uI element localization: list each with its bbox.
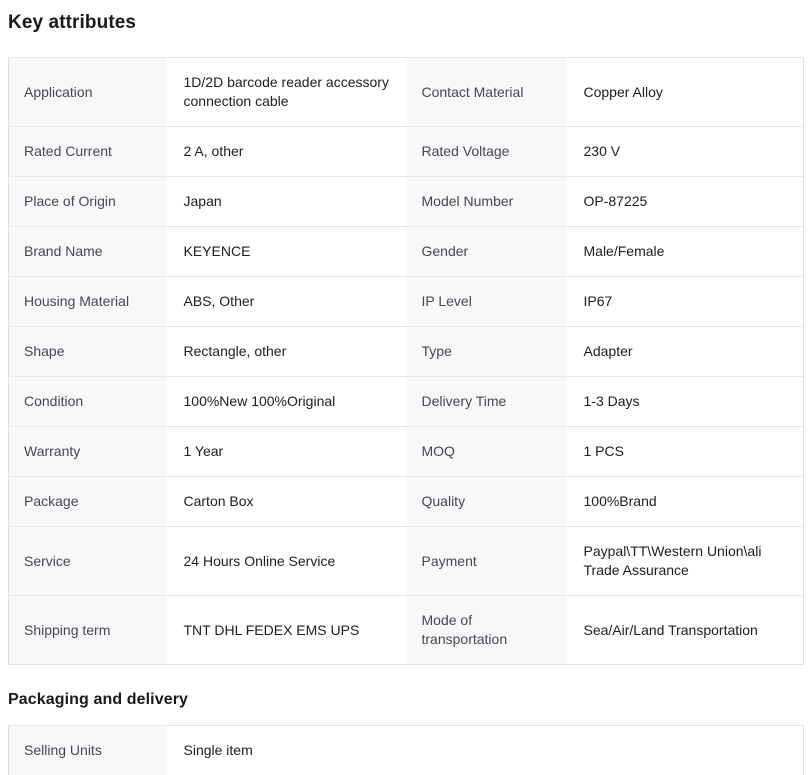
attr-value-brand-name: KEYENCE (166, 226, 407, 277)
attr-label-rated-voltage: Rated Voltage (406, 126, 567, 177)
attr-value-rated-current: 2 A, other (166, 126, 407, 177)
attr-label-contact-material: Contact Material (406, 57, 567, 127)
attr-value-package: Carton Box (166, 476, 407, 527)
attr-value-service: 24 Hours Online Service (166, 526, 407, 596)
packaging-and-delivery-title: Packaging and delivery (8, 691, 189, 708)
attr-label-service: Service (8, 526, 167, 596)
attr-label-shape: Shape (8, 326, 167, 377)
attr-label-housing-material: Housing Material (8, 276, 167, 327)
table-row: Rated Current 2 A, other Rated Voltage 2… (8, 126, 804, 177)
attr-value-selling-units: Single item (166, 725, 804, 775)
table-row: Service 24 Hours Online Service Payment … (8, 526, 804, 596)
table-row: Condition 100%New 100%Original Delivery … (8, 376, 804, 427)
table-row: Shipping term TNT DHL FEDEX EMS UPS Mode… (8, 595, 804, 665)
attr-value-application: 1D/2D barcode reader accessory connectio… (166, 57, 407, 127)
attr-value-housing-material: ABS, Other (166, 276, 407, 327)
table-row: Selling Units Single item (8, 725, 804, 775)
attr-value-shipping-term: TNT DHL FEDEX EMS UPS (166, 595, 407, 665)
attr-value-shape: Rectangle, other (166, 326, 407, 377)
attr-value-ip-level: IP67 (566, 276, 804, 327)
attr-label-mode-of-transportation: Mode of transportation (406, 595, 567, 665)
attr-label-ip-level: IP Level (406, 276, 567, 327)
attr-label-payment: Payment (406, 526, 567, 596)
attr-label-place-of-origin: Place of Origin (8, 176, 167, 227)
attr-label-shipping-term: Shipping term (8, 595, 167, 665)
packaging-delivery-table: Selling Units Single item (8, 725, 804, 775)
attr-label-rated-current: Rated Current (8, 126, 167, 177)
attr-label-gender: Gender (406, 226, 567, 277)
table-row: Brand Name KEYENCE Gender Male/Female (8, 226, 804, 277)
attr-value-gender: Male/Female (566, 226, 804, 277)
attr-value-contact-material: Copper Alloy (566, 57, 804, 127)
attr-label-brand-name: Brand Name (8, 226, 167, 277)
attr-label-delivery-time: Delivery Time (406, 376, 567, 427)
attr-label-warranty: Warranty (8, 426, 167, 477)
attr-value-rated-voltage: 230 V (566, 126, 804, 177)
attr-value-type: Adapter (566, 326, 804, 377)
attr-label-moq: MOQ (406, 426, 567, 477)
attr-value-warranty: 1 Year (166, 426, 407, 477)
table-row: Housing Material ABS, Other IP Level IP6… (8, 276, 804, 327)
attr-label-quality: Quality (406, 476, 567, 527)
attr-label-condition: Condition (8, 376, 167, 427)
key-attributes-title: Key attributes (8, 12, 137, 33)
table-row: Warranty 1 Year MOQ 1 PCS (8, 426, 804, 477)
key-attributes-table: Application 1D/2D barcode reader accesso… (8, 57, 804, 665)
attr-label-selling-units: Selling Units (8, 725, 167, 775)
attr-value-mode-of-transportation: Sea/Air/Land Transportation (566, 595, 804, 665)
attr-value-delivery-time: 1-3 Days (566, 376, 804, 427)
table-row: Shape Rectangle, other Type Adapter (8, 326, 804, 377)
attr-value-moq: 1 PCS (566, 426, 804, 477)
table-row: Application 1D/2D barcode reader accesso… (8, 57, 804, 127)
attr-label-model-number: Model Number (406, 176, 567, 227)
attr-value-quality: 100%Brand (566, 476, 804, 527)
attr-label-package: Package (8, 476, 167, 527)
attr-value-place-of-origin: Japan (166, 176, 407, 227)
attr-value-condition: 100%New 100%Original (166, 376, 407, 427)
attr-label-type: Type (406, 326, 567, 377)
attr-value-payment: Paypal\TT\Western Union\ali Trade Assura… (566, 526, 804, 596)
table-row: Place of Origin Japan Model Number OP-87… (8, 176, 804, 227)
table-row: Package Carton Box Quality 100%Brand (8, 476, 804, 527)
attr-label-application: Application (8, 57, 167, 127)
attr-value-model-number: OP-87225 (566, 176, 804, 227)
